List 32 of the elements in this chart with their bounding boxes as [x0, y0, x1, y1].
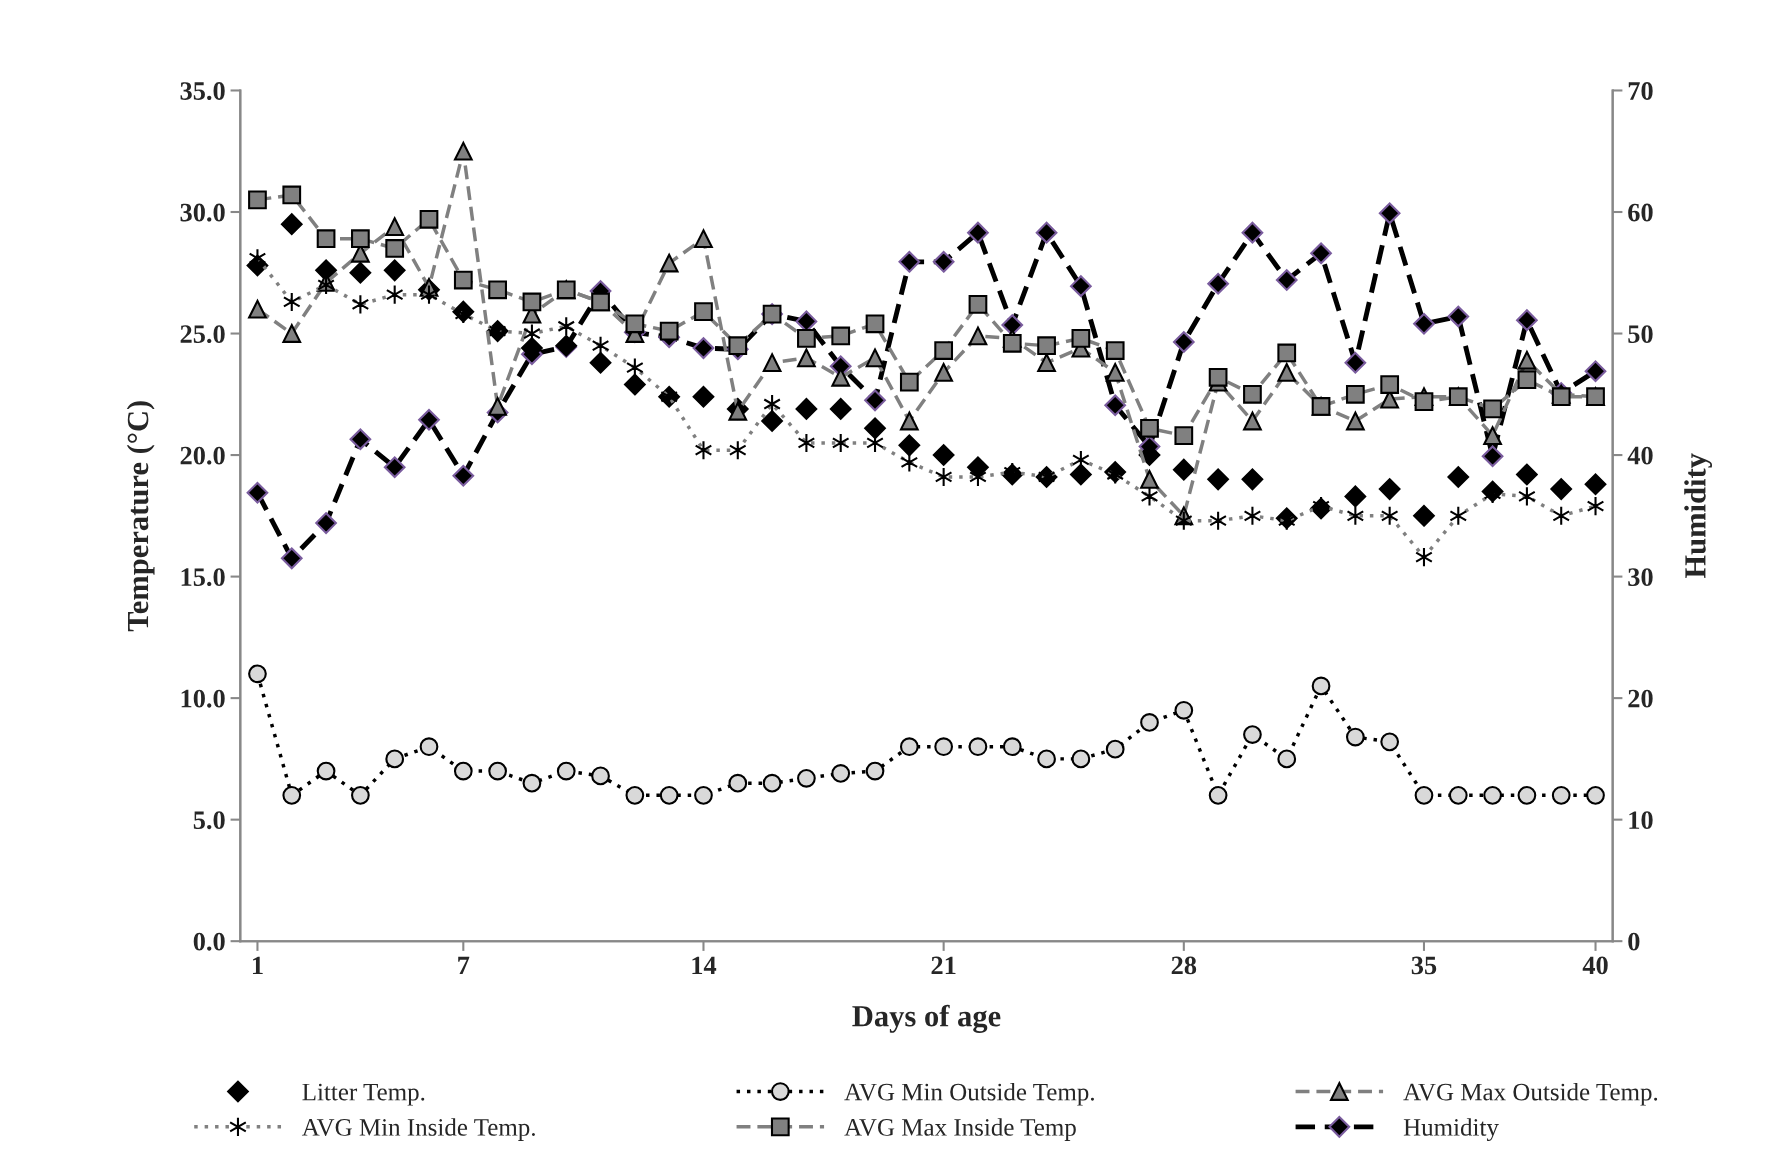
y2-tick-label: 40 [1627, 446, 1653, 465]
y-tick-label: 10.0 [181, 689, 225, 708]
y2-tick-label: 30 [1628, 568, 1653, 586]
x-tick-label: 7 [458, 956, 470, 975]
legend-label: Humidity [1403, 1118, 1499, 1141]
y2-tick-label: 70 [1628, 82, 1653, 100]
x-tick-label: 1 [252, 956, 263, 975]
y-tick-label: 5.0 [193, 811, 225, 830]
y2-axis-title: Humidity [1684, 453, 1712, 579]
x-tick-label: 21 [931, 956, 956, 975]
x-tick-label: 35 [1411, 956, 1437, 975]
x-tick-label: 14 [692, 956, 717, 975]
y-tick-label: 20.0 [180, 446, 225, 465]
legend-label: AVG Max Outside Temp. [1403, 1082, 1658, 1106]
y-tick-label: 15.0 [181, 568, 225, 587]
legend-label: AVG Max Inside Temp [844, 1118, 1076, 1141]
y-tick-label: 35.0 [180, 82, 225, 101]
y2-tick-label: 20 [1628, 689, 1653, 708]
y-tick-label: 0.0 [193, 932, 225, 951]
y-tick-label: 30.0 [180, 203, 225, 222]
y2-tick-label: 50 [1628, 325, 1653, 343]
x-axis-title: Days of age [852, 1004, 1001, 1033]
y2-tick-label: 0 [1628, 932, 1640, 951]
x-tick-label: 28 [1171, 956, 1197, 975]
legend-label: AVG Min Inside Temp. [301, 1118, 535, 1141]
y-tick-label: 25.0 [180, 325, 225, 344]
y-axis-title: Temperature (°C) [126, 401, 155, 632]
x-tick-label: 40 [1582, 956, 1608, 975]
legend-label: AVG Min Outside Temp. [844, 1082, 1094, 1106]
legend-label: Litter Temp. [302, 1083, 425, 1106]
y2-tick-label: 10 [1629, 811, 1653, 830]
y2-tick-label: 60 [1628, 203, 1653, 222]
